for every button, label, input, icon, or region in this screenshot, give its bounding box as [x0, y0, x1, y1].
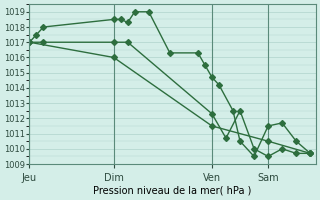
X-axis label: Pression niveau de la mer( hPa ): Pression niveau de la mer( hPa ) [93, 186, 252, 196]
